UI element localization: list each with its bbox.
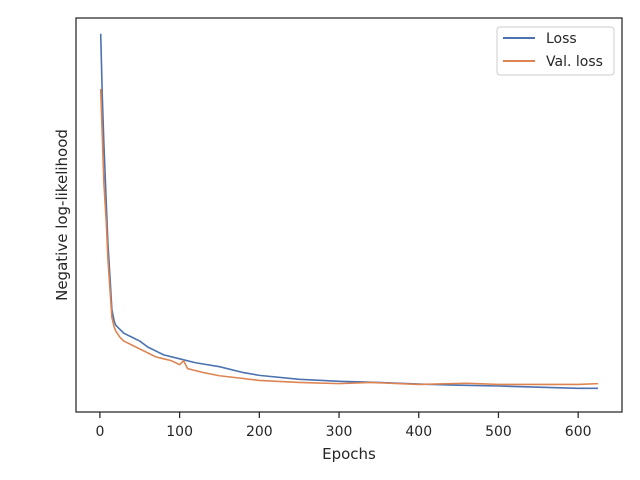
x-tick-label: 400 bbox=[405, 424, 432, 440]
x-tick-label: 600 bbox=[565, 424, 592, 440]
x-tick-label: 100 bbox=[166, 424, 193, 440]
x-tick-label: 0 bbox=[95, 424, 104, 440]
legend: Loss Val. loss bbox=[496, 26, 615, 76]
y-axis-title: Negative log-likelihood bbox=[53, 129, 71, 301]
plot-background bbox=[76, 18, 622, 412]
x-tick-label: 200 bbox=[246, 424, 273, 440]
plot-frame bbox=[75, 17, 623, 413]
legend-label-val-loss: Val. loss bbox=[546, 54, 603, 70]
series-line-val-loss bbox=[99, 88, 599, 386]
series-layer bbox=[99, 33, 599, 390]
x-tick-label: 500 bbox=[485, 424, 512, 440]
legend-label-loss: Loss bbox=[546, 31, 577, 47]
x-axis-title: Epochs bbox=[322, 445, 376, 463]
x-axis: 0 100 200 300 400 500 600 bbox=[95, 412, 592, 440]
x-tick-label: 300 bbox=[326, 424, 353, 440]
